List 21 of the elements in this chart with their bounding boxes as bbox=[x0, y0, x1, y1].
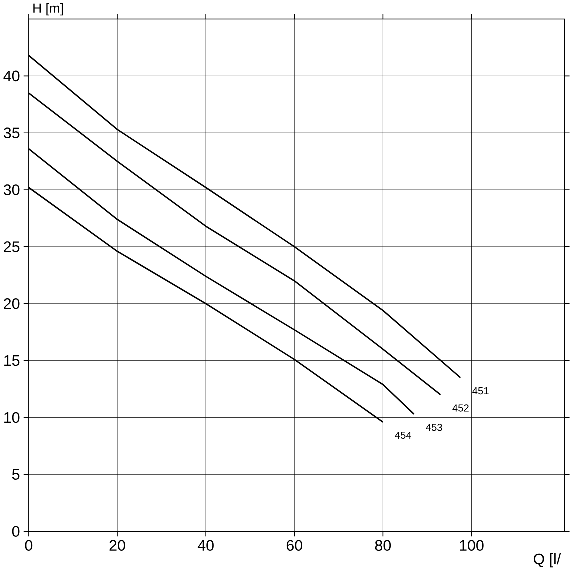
x-tick-label: 80 bbox=[375, 540, 391, 552]
series-label: 451 bbox=[472, 388, 489, 395]
series-label: 454 bbox=[395, 432, 412, 440]
x-tick-label: 40 bbox=[198, 540, 214, 552]
series-label: 453 bbox=[426, 424, 442, 432]
y-tick-label: 5 bbox=[12, 469, 20, 480]
y-tick-label: 10 bbox=[4, 412, 20, 424]
y-axis-title: H [m] bbox=[34, 3, 63, 16]
x-tick-label: 100 bbox=[460, 540, 484, 552]
y-tick-label: 40 bbox=[4, 70, 20, 82]
x-axis-title: Q [l/ bbox=[534, 553, 562, 568]
x-tick-label: 20 bbox=[110, 540, 126, 552]
y-tick-label: 0 bbox=[12, 526, 20, 537]
x-tick-label: 60 bbox=[286, 540, 302, 552]
y-tick-label: 15 bbox=[4, 356, 20, 366]
y-tick-label: 25 bbox=[4, 242, 20, 252]
y-tick-label: 35 bbox=[4, 128, 20, 138]
series-label: 452 bbox=[452, 404, 469, 412]
y-tick-label: 20 bbox=[4, 298, 20, 310]
y-tick-label: 30 bbox=[4, 184, 20, 196]
x-tick-label: 0 bbox=[25, 540, 32, 552]
